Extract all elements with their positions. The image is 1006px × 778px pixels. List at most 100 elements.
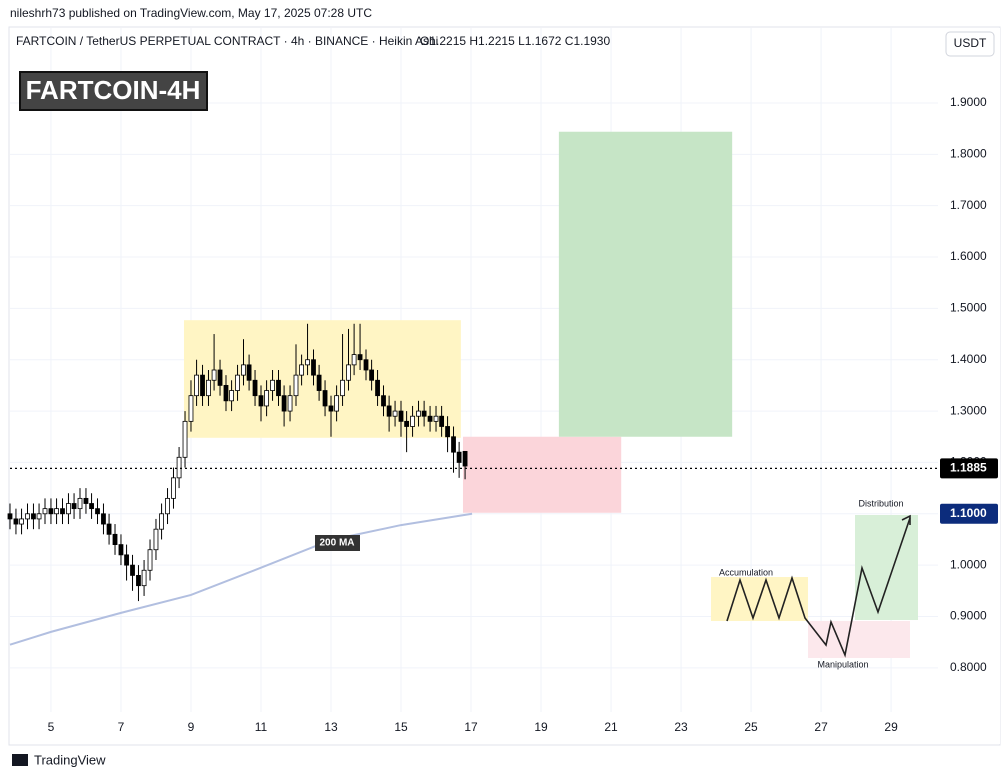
ma-label-box <box>315 535 360 551</box>
candle-body <box>311 359 316 376</box>
x-tick-label: 7 <box>118 720 125 734</box>
candle-body <box>433 415 439 422</box>
candle-body <box>281 395 287 412</box>
schematic-label: Accumulation <box>719 567 773 577</box>
candle-body <box>124 554 129 566</box>
candle-body <box>316 374 322 391</box>
schematic-label: Manipulation <box>817 659 868 669</box>
publisher: nileshrh73 published on TradingView.com,… <box>10 6 372 20</box>
candle-body <box>48 508 54 515</box>
candle-body <box>36 513 42 520</box>
candle-body <box>130 564 135 576</box>
candle-body <box>159 513 164 530</box>
candle-body <box>101 513 106 525</box>
candle-body <box>106 523 112 535</box>
candle-body <box>305 359 310 366</box>
ma-label: 200 MA <box>319 538 354 549</box>
candle-body <box>357 354 363 361</box>
price-label: 1.1885 <box>950 461 987 475</box>
schematic: Accumulation Manipulation Distribution <box>711 498 918 669</box>
candle-body <box>211 369 217 381</box>
candle-body <box>7 513 13 520</box>
brand: TradingView <box>12 752 106 767</box>
candle-body <box>141 569 147 587</box>
price-label-box <box>940 458 998 479</box>
candle-body <box>171 477 176 499</box>
zone-box <box>558 131 733 437</box>
y-tick-label: 1.6000 <box>950 249 987 263</box>
candle-body <box>439 415 445 427</box>
candle-body <box>118 544 124 556</box>
candle-body <box>276 379 281 397</box>
candle-body <box>83 497 89 504</box>
symbol-info: FARTCOIN / TetherUS PERPETUAL CONTRACT ·… <box>16 34 438 48</box>
schematic-path <box>726 517 911 658</box>
x-tick-label: 19 <box>534 720 548 734</box>
candle-body <box>71 503 77 510</box>
candle-body <box>25 513 30 520</box>
candle-body <box>462 450 468 467</box>
schematic-box <box>855 515 918 620</box>
candle-body <box>363 359 369 371</box>
candle-body <box>456 451 462 463</box>
zone-box <box>462 436 622 513</box>
candle-body <box>270 379 275 391</box>
axis-layer: 0.80000.90001.00001.10001.20001.30001.40… <box>48 95 998 734</box>
y-tick-label: 1.9000 <box>950 95 987 109</box>
candle-body <box>89 503 94 510</box>
schematic-label: Distribution <box>858 498 903 508</box>
candle-body <box>346 364 351 381</box>
price-label-box <box>940 503 998 524</box>
candle-body <box>153 528 159 551</box>
candle-body <box>241 364 246 376</box>
plot-area <box>7 28 938 712</box>
candle-body <box>381 395 386 407</box>
candle-body <box>398 410 404 422</box>
candle-body <box>410 415 415 427</box>
x-tick-label: 23 <box>674 720 688 734</box>
chart-title: FARTCOIN-4H <box>26 75 201 105</box>
candle-body <box>77 497 83 510</box>
candle-body <box>165 497 170 515</box>
x-tick-label: 9 <box>188 720 195 734</box>
candle-body <box>54 508 59 515</box>
candle-body <box>369 369 375 381</box>
candle-body <box>13 518 19 525</box>
candle-body <box>176 456 182 479</box>
candle-body <box>445 426 450 438</box>
candle-body <box>136 575 141 587</box>
x-tick-label: 21 <box>604 720 618 734</box>
candle-body <box>206 379 211 397</box>
title-box <box>19 71 208 111</box>
candle-body <box>147 549 153 571</box>
candle-body <box>416 410 421 417</box>
y-tick-label: 1.0000 <box>950 557 987 571</box>
candle-body <box>235 374 240 391</box>
candle-body <box>322 390 328 407</box>
candle-body <box>194 374 199 397</box>
y-tick-label: 1.5000 <box>950 301 987 315</box>
schematic-arrow <box>901 514 911 525</box>
x-tick-label: 27 <box>814 720 828 734</box>
candle-body <box>299 364 304 376</box>
candle-body <box>421 410 427 417</box>
candle-body <box>340 379 345 397</box>
candle-body <box>42 508 48 515</box>
candle-body <box>328 405 334 412</box>
currency[interactable]: USDT <box>954 36 987 50</box>
currency-button[interactable] <box>945 31 995 57</box>
y-tick-label: 1.7000 <box>950 198 987 212</box>
x-tick-label: 25 <box>744 720 758 734</box>
candle-body <box>451 436 456 453</box>
candle-body <box>66 503 71 515</box>
candle-body <box>258 395 264 407</box>
ohlc-info: O1.2215 H1.2215 L1.1672 C1.1930 <box>420 34 610 48</box>
ma-line <box>9 512 473 646</box>
candle-body <box>19 518 24 525</box>
x-tick-label: 17 <box>464 720 478 734</box>
candle-body <box>229 390 234 402</box>
candle-body <box>112 533 118 545</box>
candle-body <box>334 395 340 412</box>
price-axis <box>938 28 1000 744</box>
y-tick-label: 0.8000 <box>950 660 987 674</box>
